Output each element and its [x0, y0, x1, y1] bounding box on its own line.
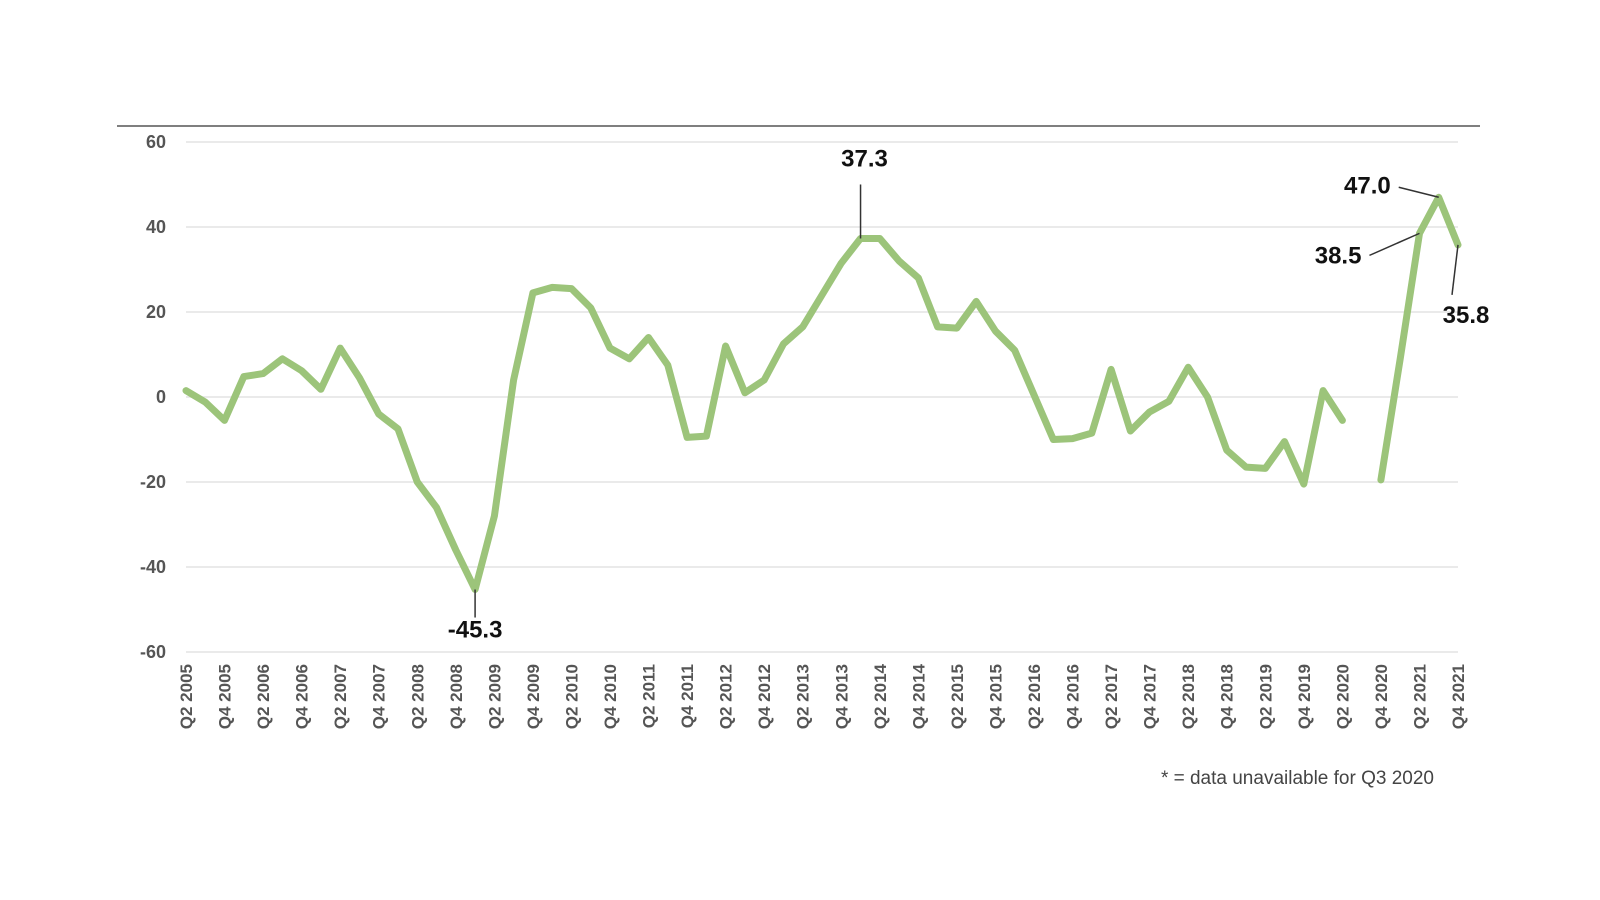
annotation-leader	[1398, 186, 1439, 198]
x-tick-label: Q4 2021	[1449, 664, 1468, 729]
x-tick-label: Q4 2014	[909, 663, 928, 729]
series-layer	[182, 193, 1462, 593]
x-tick-label: Q4 2020	[1372, 664, 1391, 729]
x-tick-label: Q2 2006	[254, 664, 273, 729]
annotation-label: 35.8	[1443, 302, 1490, 329]
x-tick-label: Q2 2007	[331, 664, 350, 729]
annotation-label: 37.3	[841, 145, 888, 172]
x-tick-label: Q2 2018	[1179, 664, 1198, 729]
x-tick-label: Q4 2007	[370, 664, 389, 729]
x-tick-label: Q4 2013	[832, 664, 851, 729]
x-tick-label: Q2 2011	[640, 664, 659, 728]
annotation-label: 38.5	[1315, 242, 1362, 269]
footnote: * = data unavailable for Q3 2020	[1160, 768, 1434, 789]
y-tick-label: -40	[140, 557, 166, 577]
x-tick-label: Q4 2009	[524, 664, 543, 729]
y-tick-label: 0	[156, 387, 166, 407]
y-tick-label: 40	[146, 217, 166, 237]
x-tick-label: Q2 2008	[408, 664, 427, 729]
x-tick-label: Q4 2019	[1295, 664, 1314, 729]
gridlines	[186, 141, 1458, 653]
x-tick-label: Q2 2016	[1025, 664, 1044, 729]
x-tick-label: Q2 2005	[177, 664, 196, 729]
y-tick-label: 20	[146, 302, 166, 322]
x-tick-label: Q4 2008	[447, 664, 466, 729]
annotation-label: 47.0	[1344, 172, 1391, 199]
x-tick-label: Q2 2021	[1410, 664, 1429, 729]
x-tick-label: Q4 2017	[1141, 664, 1160, 729]
x-tick-label: Q4 2010	[601, 664, 620, 729]
y-tick-label: -60	[140, 642, 166, 662]
x-tick-label: Q4 2005	[216, 664, 235, 729]
x-tick-label: Q4 2012	[755, 664, 774, 729]
annotation-leader	[1369, 232, 1420, 257]
annotation-label: -45.3	[448, 617, 503, 644]
x-tick-label: Q2 2009	[485, 664, 504, 729]
x-axis-ticks: Q2 2005 Q4 2005 Q2 2006 Q4 2006 Q2 2007 Q4 20…	[177, 663, 1468, 729]
x-tick-label: Q2 2019	[1256, 664, 1275, 729]
x-tick-label: Q2 2015	[948, 664, 967, 729]
annotation-leader	[1451, 244, 1459, 295]
x-tick-label: Q2 2020	[1333, 664, 1352, 729]
x-tick-label: Q4 2016	[1064, 664, 1083, 729]
y-tick-label: 60	[146, 132, 166, 152]
x-tick-label: Q4 2006	[293, 664, 312, 729]
x-tick-label: Q4 2015	[986, 664, 1005, 729]
x-tick-label: Q2 2014	[871, 663, 890, 729]
y-axis-ticks: 60 40 20 0 -20 -40 -60	[140, 132, 166, 662]
x-tick-label: Q2 2010	[562, 664, 581, 729]
annotations: -45.3 37.3 47.0 38.5 35.8	[448, 145, 1490, 643]
x-tick-label: Q2 2012	[717, 664, 736, 729]
x-tick-label: Q2 2013	[794, 664, 813, 729]
y-tick-label: -20	[140, 472, 166, 492]
x-tick-label: Q4 2018	[1218, 664, 1237, 729]
x-tick-label: Q4 2011	[678, 664, 697, 728]
series-line	[182, 193, 1462, 593]
x-tick-label: Q2 2017	[1102, 664, 1121, 729]
